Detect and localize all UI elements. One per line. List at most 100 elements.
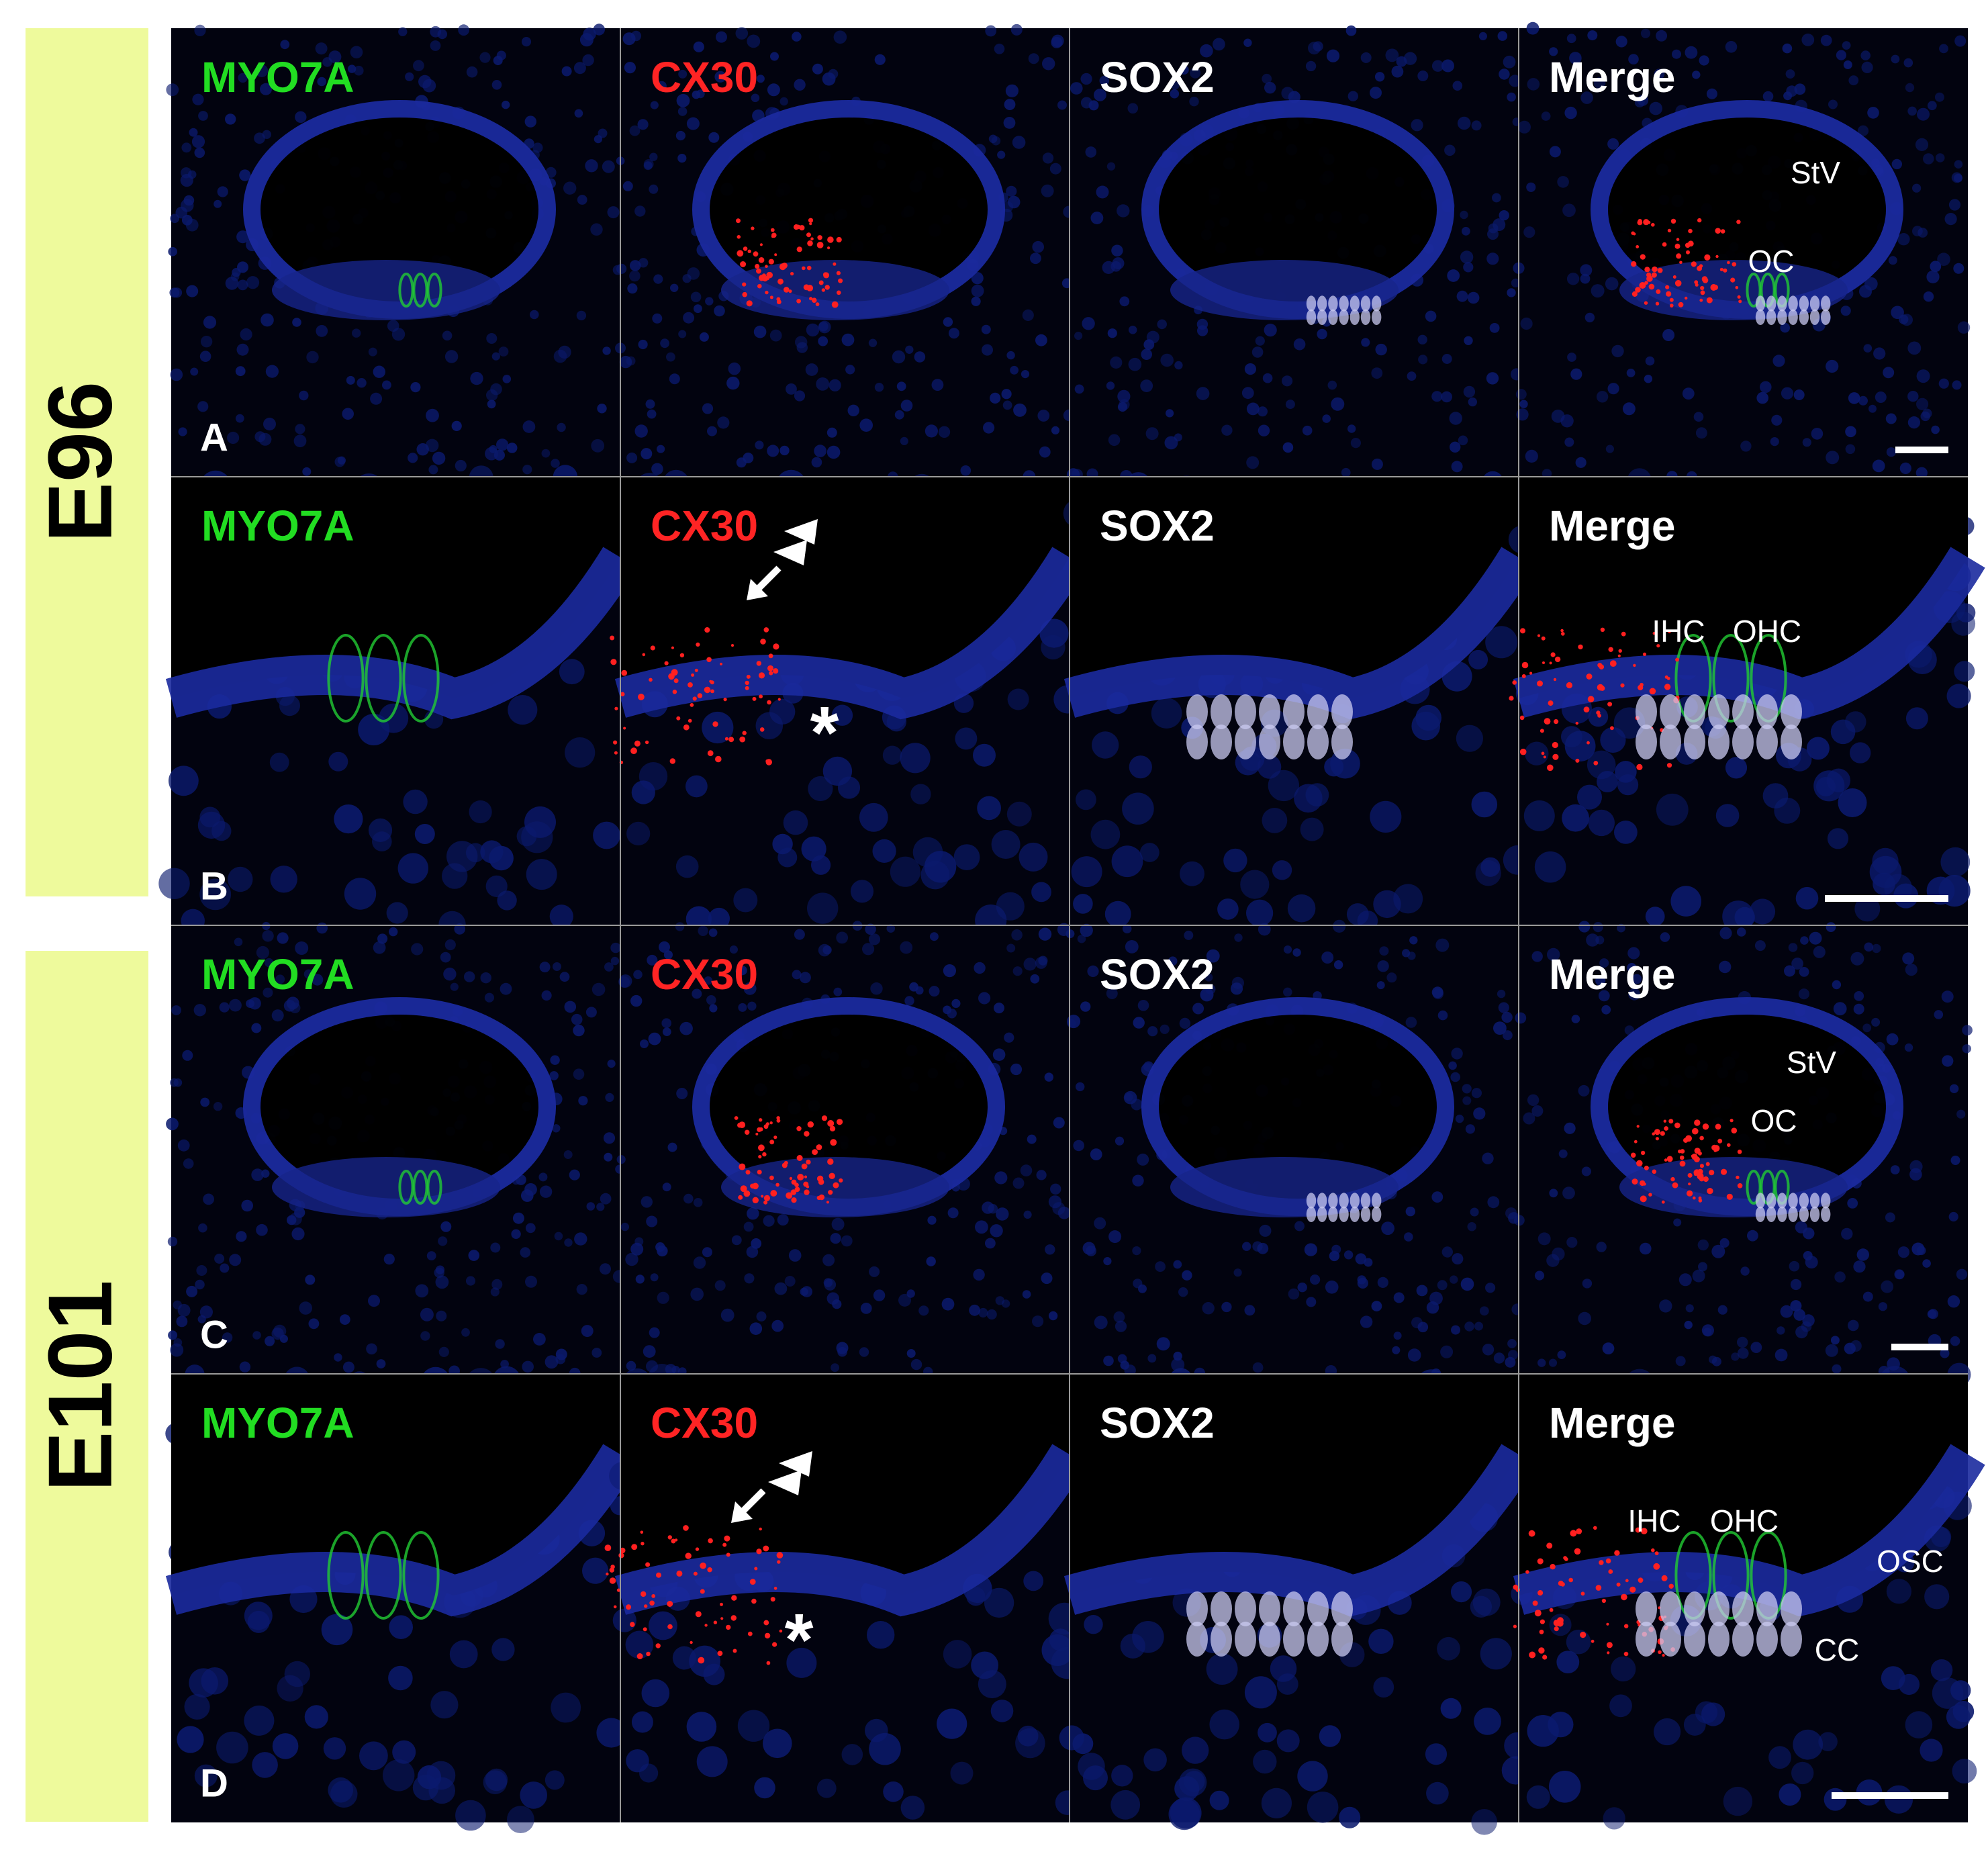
nucleus xyxy=(978,992,991,1005)
nucleus xyxy=(1449,412,1462,425)
sox2-signal xyxy=(1360,295,1371,312)
nucleus xyxy=(443,968,457,981)
nucleus xyxy=(1907,106,1917,116)
red-signal xyxy=(693,1571,698,1576)
nucleus xyxy=(833,30,847,44)
nucleus xyxy=(829,379,841,391)
nucleus xyxy=(1890,1165,1900,1174)
red-signal xyxy=(821,288,826,292)
nucleus xyxy=(1595,935,1605,945)
nucleus xyxy=(265,958,274,968)
nucleus xyxy=(816,1778,837,1798)
sox2-signal xyxy=(1211,725,1232,759)
group-bar xyxy=(26,28,148,896)
red-signal xyxy=(752,1197,759,1203)
nucleus xyxy=(1020,1164,1033,1176)
nucleus xyxy=(1036,1170,1047,1180)
nucleus xyxy=(1407,1348,1421,1362)
red-signal xyxy=(1640,254,1646,260)
red-signal xyxy=(769,671,773,676)
nucleus xyxy=(783,810,808,835)
nucleus xyxy=(1731,1352,1740,1361)
nucleus xyxy=(199,351,211,362)
nucleus xyxy=(811,457,822,468)
nucleus xyxy=(978,1307,988,1318)
nucleus xyxy=(1451,461,1463,473)
red-signal xyxy=(698,1657,705,1664)
nucleus xyxy=(1030,252,1041,265)
red-signal xyxy=(1679,1160,1686,1167)
nucleus xyxy=(411,943,424,956)
green-signal xyxy=(402,1531,440,1620)
nucleus xyxy=(173,1078,183,1087)
nucleus xyxy=(1032,240,1044,253)
nucleus xyxy=(610,956,620,966)
red-signal xyxy=(1649,688,1656,695)
red-signal xyxy=(702,1563,705,1567)
nucleus xyxy=(1628,54,1639,64)
nucleus xyxy=(1375,343,1387,356)
nucleus xyxy=(709,1004,718,1013)
nucleus xyxy=(1827,828,1849,849)
red-signal xyxy=(738,1195,743,1200)
red-signal xyxy=(1736,1175,1740,1180)
nucleus xyxy=(743,982,757,995)
nucleus xyxy=(771,1319,784,1332)
nucleus xyxy=(1473,1107,1486,1120)
nucleus xyxy=(1862,1023,1872,1033)
nucleus xyxy=(577,195,587,205)
nucleus xyxy=(1499,210,1509,221)
nucleus xyxy=(675,130,685,141)
nucleus xyxy=(1451,1325,1460,1335)
nucleus xyxy=(1171,81,1180,90)
red-signal xyxy=(742,282,747,287)
nucleus xyxy=(1485,1283,1496,1293)
nucleus xyxy=(1762,91,1774,102)
nucleus xyxy=(1749,898,1776,925)
red-signal xyxy=(740,1185,747,1193)
nucleus xyxy=(1905,707,1928,730)
nucleus xyxy=(1092,731,1119,759)
red-signal xyxy=(817,235,822,240)
red-signal xyxy=(613,1605,617,1609)
nucleus xyxy=(1911,1242,1925,1256)
nucleus xyxy=(1071,856,1102,888)
duct-floor xyxy=(272,1157,500,1217)
nucleus xyxy=(638,258,649,268)
nucleus xyxy=(826,1292,839,1305)
nucleus xyxy=(600,1263,611,1275)
red-signal xyxy=(1668,1583,1674,1589)
red-signal xyxy=(791,1179,797,1185)
red-signal xyxy=(1666,291,1672,297)
red-signal xyxy=(1561,632,1565,636)
nucleus xyxy=(659,941,670,953)
red-signal xyxy=(790,1189,797,1195)
red-signal xyxy=(1635,1527,1641,1533)
nucleus xyxy=(1605,277,1619,291)
nucleus xyxy=(1587,750,1616,780)
nucleus xyxy=(391,328,406,341)
nucleus xyxy=(929,932,939,941)
nucleus xyxy=(816,377,830,391)
sox2-signal xyxy=(1766,309,1777,325)
red-signal xyxy=(1599,686,1605,691)
nucleus xyxy=(978,1670,1006,1699)
sox2-signal xyxy=(1636,694,1657,729)
nucleus xyxy=(904,996,914,1006)
nucleus xyxy=(1086,1246,1096,1256)
nucleus xyxy=(196,1265,207,1276)
sox2-signal xyxy=(1756,1622,1778,1657)
nucleus xyxy=(559,972,570,982)
nucleus xyxy=(1458,435,1468,446)
nucleus xyxy=(219,1002,230,1013)
nucleus xyxy=(591,982,606,996)
nucleus xyxy=(981,324,991,334)
duct-band xyxy=(165,547,638,720)
nucleus xyxy=(1464,336,1473,345)
sox2-signal xyxy=(1350,1193,1360,1209)
sox2-signal xyxy=(1235,694,1256,729)
nucleus xyxy=(1343,1250,1354,1260)
red-signal xyxy=(1554,719,1559,725)
nucleus xyxy=(428,465,438,475)
red-signal xyxy=(1575,721,1578,725)
